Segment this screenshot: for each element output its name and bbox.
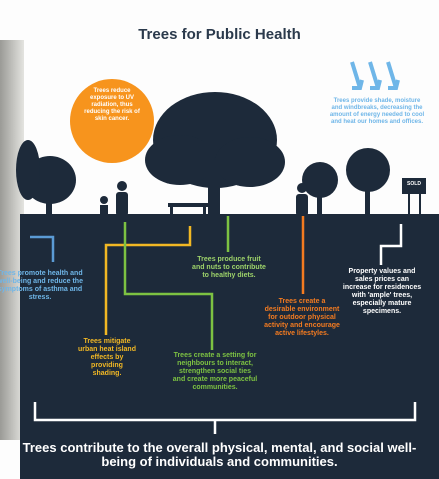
summary: Trees contribute to the overall physical… bbox=[22, 441, 417, 470]
social-text: Trees create a setting for neighbours to… bbox=[172, 352, 258, 392]
activity-text: Trees create a desirable environment for… bbox=[264, 298, 340, 338]
uv-text: Trees reduce exposure to UV radiation, t… bbox=[80, 88, 144, 122]
heat-text: Trees mitigate urban heat island effects… bbox=[76, 338, 138, 378]
title: Trees for Public Health bbox=[0, 26, 439, 43]
infographic: Trees for Public Health Trees reduce exp… bbox=[0, 0, 439, 479]
artwork bbox=[0, 0, 439, 479]
asthma-text: Trees promote health and well-being and … bbox=[0, 270, 90, 302]
shade-text: Trees provide shade, moisture and windbr… bbox=[328, 98, 426, 126]
sign-text: SOLD bbox=[402, 182, 426, 188]
property-text: Property values and sales prices can inc… bbox=[340, 268, 424, 316]
fruit-text: Trees produce fruit and nuts to contribu… bbox=[192, 256, 266, 280]
